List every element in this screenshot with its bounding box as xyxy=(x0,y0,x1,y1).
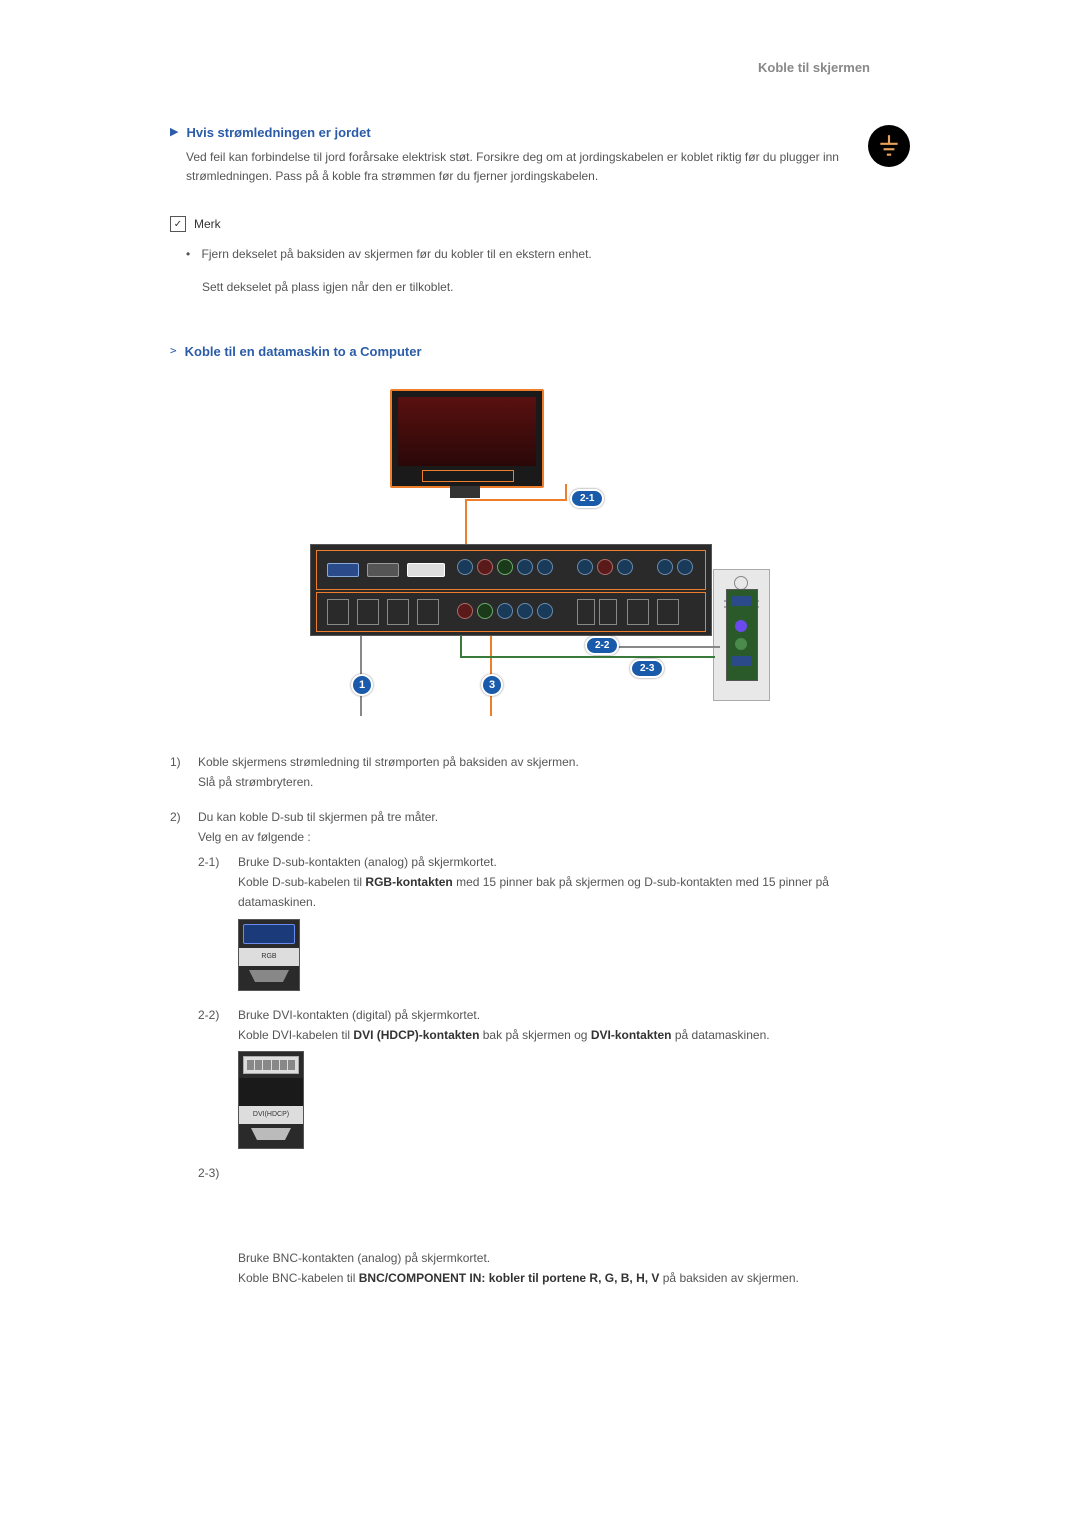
step-num-1: 1) xyxy=(170,752,198,793)
substep23-line2: Koble BNC-kabelen til BNC/COMPONENT IN: … xyxy=(238,1268,910,1288)
step2-line2: Velg en av følgende : xyxy=(198,827,910,847)
diagram-badge-23: 2-3 xyxy=(630,659,664,678)
substep-num-21: 2-1) xyxy=(198,852,238,991)
chevron-icon: > xyxy=(170,344,177,357)
substep21-line1: Bruke D-sub-kontakten (analog) på skjerm… xyxy=(238,852,910,872)
substep22-line1: Bruke DVI-kontakten (digital) på skjermk… xyxy=(238,1005,910,1025)
diagram-badge-21: 2-1 xyxy=(570,489,604,508)
diagram-circle-1: 1 xyxy=(351,674,373,696)
note-bullet-text: Fjern dekselet på baksiden av skjermen f… xyxy=(202,247,592,261)
step2-line1: Du kan koble D-sub til skjermen på tre m… xyxy=(198,807,910,827)
note-label: Merk xyxy=(194,217,221,231)
page-title: Koble til skjermen xyxy=(170,60,910,75)
step1-line1: Koble skjermens strømledning til strømpo… xyxy=(198,752,910,772)
substep22-line2: Koble DVI-kabelen til DVI (HDCP)-kontakt… xyxy=(238,1025,910,1045)
bullet-icon: ▶ xyxy=(170,125,178,138)
warning-title: Hvis strømledningen er jordet xyxy=(186,125,370,140)
substep-num-23: 2-3) xyxy=(198,1163,238,1183)
rgb-connector-figure: RGB xyxy=(238,919,300,991)
bullet-dot-icon: • xyxy=(186,247,190,261)
substep23-line1: Bruke BNC-kontakten (analog) på skjermko… xyxy=(238,1248,910,1268)
dvi-connector-figure: DVI(HDCP) xyxy=(238,1051,304,1149)
diagram-circle-3: 3 xyxy=(481,674,503,696)
connection-diagram: 2-1 2-2 2-3 1 3 xyxy=(170,389,910,722)
check-icon: ✓ xyxy=(170,216,186,232)
step1-line2: Slå på strømbryteren. xyxy=(198,772,910,792)
warning-body: Ved feil kan forbindelse til jord forårs… xyxy=(186,148,858,186)
diagram-badge-22: 2-2 xyxy=(585,636,619,655)
step-num-2: 2) xyxy=(170,807,198,1289)
substep-num-22: 2-2) xyxy=(198,1005,238,1150)
ground-icon xyxy=(868,125,910,167)
section2-title: Koble til en datamaskin to a Computer xyxy=(185,344,422,359)
note-sub-text: Sett dekselet på plass igjen når den er … xyxy=(202,280,910,294)
substep21-line2: Koble D-sub-kabelen til RGB-kontakten me… xyxy=(238,872,910,913)
